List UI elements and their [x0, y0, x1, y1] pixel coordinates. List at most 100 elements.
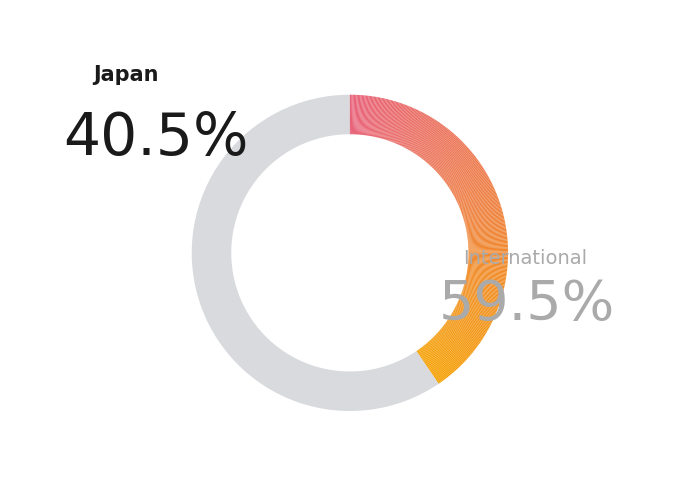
- Text: International: International: [464, 249, 588, 268]
- Wedge shape: [466, 219, 504, 229]
- Wedge shape: [450, 167, 483, 189]
- Wedge shape: [458, 301, 494, 319]
- Wedge shape: [467, 230, 506, 237]
- Wedge shape: [445, 157, 477, 182]
- Wedge shape: [468, 265, 507, 270]
- Wedge shape: [441, 328, 473, 354]
- Wedge shape: [426, 132, 454, 163]
- Wedge shape: [466, 274, 506, 282]
- Wedge shape: [468, 243, 508, 247]
- Wedge shape: [464, 210, 502, 222]
- Wedge shape: [467, 271, 506, 278]
- Wedge shape: [434, 336, 462, 365]
- Wedge shape: [420, 125, 444, 157]
- Wedge shape: [432, 338, 460, 367]
- Wedge shape: [458, 300, 495, 318]
- Wedge shape: [392, 105, 407, 142]
- Wedge shape: [384, 101, 396, 140]
- Wedge shape: [467, 268, 506, 274]
- Wedge shape: [454, 176, 489, 196]
- Wedge shape: [445, 159, 478, 183]
- Wedge shape: [431, 338, 460, 368]
- Wedge shape: [380, 100, 391, 138]
- Wedge shape: [466, 273, 506, 281]
- Wedge shape: [468, 237, 507, 242]
- Wedge shape: [461, 198, 498, 212]
- Wedge shape: [433, 141, 462, 169]
- Text: Japan: Japan: [93, 65, 159, 85]
- Wedge shape: [455, 307, 491, 326]
- Wedge shape: [367, 96, 374, 136]
- Wedge shape: [448, 318, 482, 341]
- Wedge shape: [429, 135, 456, 165]
- Wedge shape: [409, 115, 429, 150]
- Wedge shape: [365, 96, 372, 135]
- Wedge shape: [410, 116, 431, 151]
- Wedge shape: [460, 196, 498, 212]
- Wedge shape: [464, 285, 502, 298]
- Wedge shape: [437, 333, 466, 361]
- Wedge shape: [454, 178, 490, 198]
- Wedge shape: [391, 105, 406, 142]
- Wedge shape: [468, 238, 507, 242]
- Wedge shape: [467, 228, 506, 236]
- Wedge shape: [468, 255, 508, 256]
- Wedge shape: [456, 182, 492, 200]
- Wedge shape: [435, 336, 463, 364]
- Wedge shape: [443, 156, 475, 181]
- Wedge shape: [455, 179, 490, 199]
- Wedge shape: [424, 344, 451, 376]
- Wedge shape: [466, 218, 504, 227]
- Wedge shape: [426, 343, 453, 374]
- Wedge shape: [405, 113, 424, 148]
- Wedge shape: [468, 246, 508, 249]
- Wedge shape: [357, 95, 361, 135]
- Wedge shape: [395, 107, 412, 143]
- Wedge shape: [428, 341, 455, 372]
- Wedge shape: [468, 259, 508, 262]
- Wedge shape: [375, 98, 384, 137]
- Wedge shape: [414, 120, 437, 154]
- Wedge shape: [382, 100, 393, 139]
- Wedge shape: [382, 101, 395, 139]
- Wedge shape: [468, 241, 508, 244]
- Wedge shape: [381, 100, 393, 139]
- Wedge shape: [393, 106, 409, 143]
- Wedge shape: [468, 249, 508, 251]
- Wedge shape: [464, 209, 502, 221]
- Wedge shape: [464, 284, 502, 295]
- Wedge shape: [457, 302, 494, 320]
- Wedge shape: [443, 155, 475, 180]
- Wedge shape: [462, 292, 499, 307]
- Wedge shape: [444, 156, 476, 182]
- Wedge shape: [420, 126, 445, 158]
- Wedge shape: [462, 204, 500, 217]
- Wedge shape: [446, 322, 479, 345]
- Wedge shape: [373, 98, 382, 137]
- Wedge shape: [465, 217, 504, 227]
- Wedge shape: [355, 95, 358, 134]
- Wedge shape: [356, 95, 359, 134]
- Wedge shape: [192, 95, 439, 411]
- Wedge shape: [452, 172, 487, 193]
- Wedge shape: [464, 213, 503, 224]
- Wedge shape: [423, 346, 448, 377]
- Wedge shape: [468, 247, 508, 250]
- Wedge shape: [463, 288, 501, 301]
- Wedge shape: [413, 119, 435, 153]
- Wedge shape: [452, 173, 487, 194]
- Wedge shape: [369, 97, 376, 136]
- Wedge shape: [420, 347, 445, 380]
- Wedge shape: [410, 117, 432, 151]
- Wedge shape: [468, 262, 508, 266]
- Wedge shape: [468, 256, 508, 258]
- Wedge shape: [465, 280, 504, 290]
- Wedge shape: [437, 146, 468, 174]
- Wedge shape: [462, 201, 500, 215]
- Wedge shape: [422, 346, 447, 378]
- Wedge shape: [460, 296, 497, 312]
- Wedge shape: [419, 349, 443, 382]
- Wedge shape: [464, 283, 503, 294]
- Wedge shape: [447, 320, 480, 343]
- Wedge shape: [389, 104, 404, 142]
